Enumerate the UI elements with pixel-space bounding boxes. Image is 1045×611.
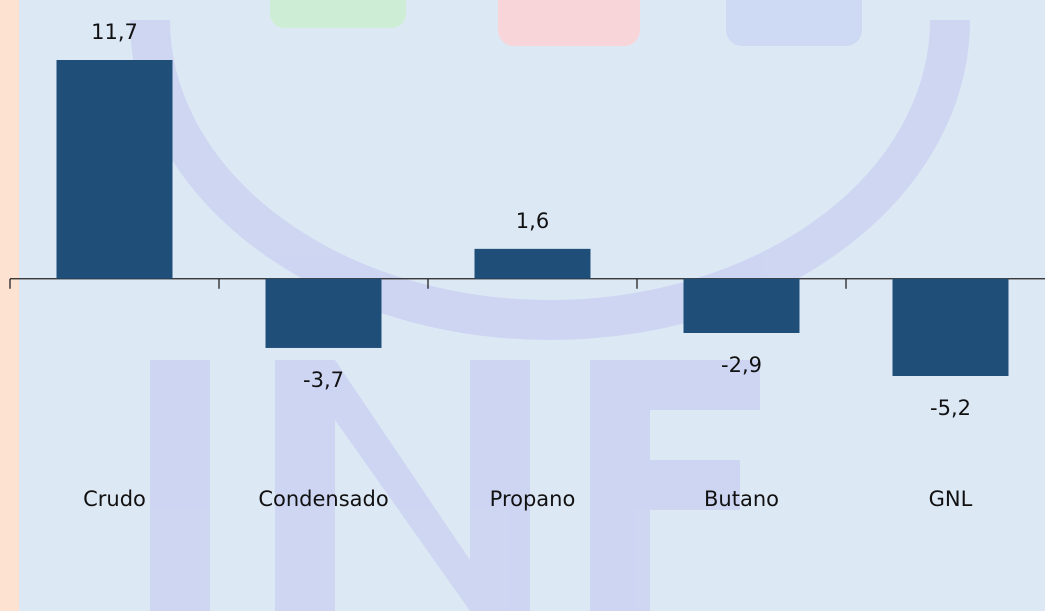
- value-label: -5,2: [930, 396, 971, 420]
- x-tick-label: GNL: [929, 487, 973, 511]
- bar: [683, 278, 800, 333]
- x-tick-label: Condensado: [258, 487, 388, 511]
- side-strip: [0, 0, 19, 611]
- watermark-shape: [726, 0, 862, 46]
- value-label: 11,7: [91, 20, 138, 44]
- x-tick-label: Propano: [490, 487, 576, 511]
- watermark-letters: [150, 360, 760, 611]
- x-tick-label: Crudo: [83, 487, 146, 511]
- bar: [892, 278, 1009, 376]
- value-label: 1,6: [516, 209, 549, 233]
- bar: [265, 278, 382, 348]
- x-tick-label: Butano: [704, 487, 779, 511]
- value-label: -2,9: [721, 353, 762, 377]
- watermark-shape: [498, 0, 640, 46]
- watermark-arc: [130, 19, 970, 340]
- watermark: [130, 0, 970, 611]
- bar: [474, 248, 591, 279]
- value-label: -3,7: [303, 368, 344, 392]
- watermark-shape: [270, 0, 406, 28]
- bar: [56, 60, 173, 279]
- plot-area: Crudo 11,7 Condensado -3,7 Propano 1,6 Butano -…: [9, 20, 1045, 511]
